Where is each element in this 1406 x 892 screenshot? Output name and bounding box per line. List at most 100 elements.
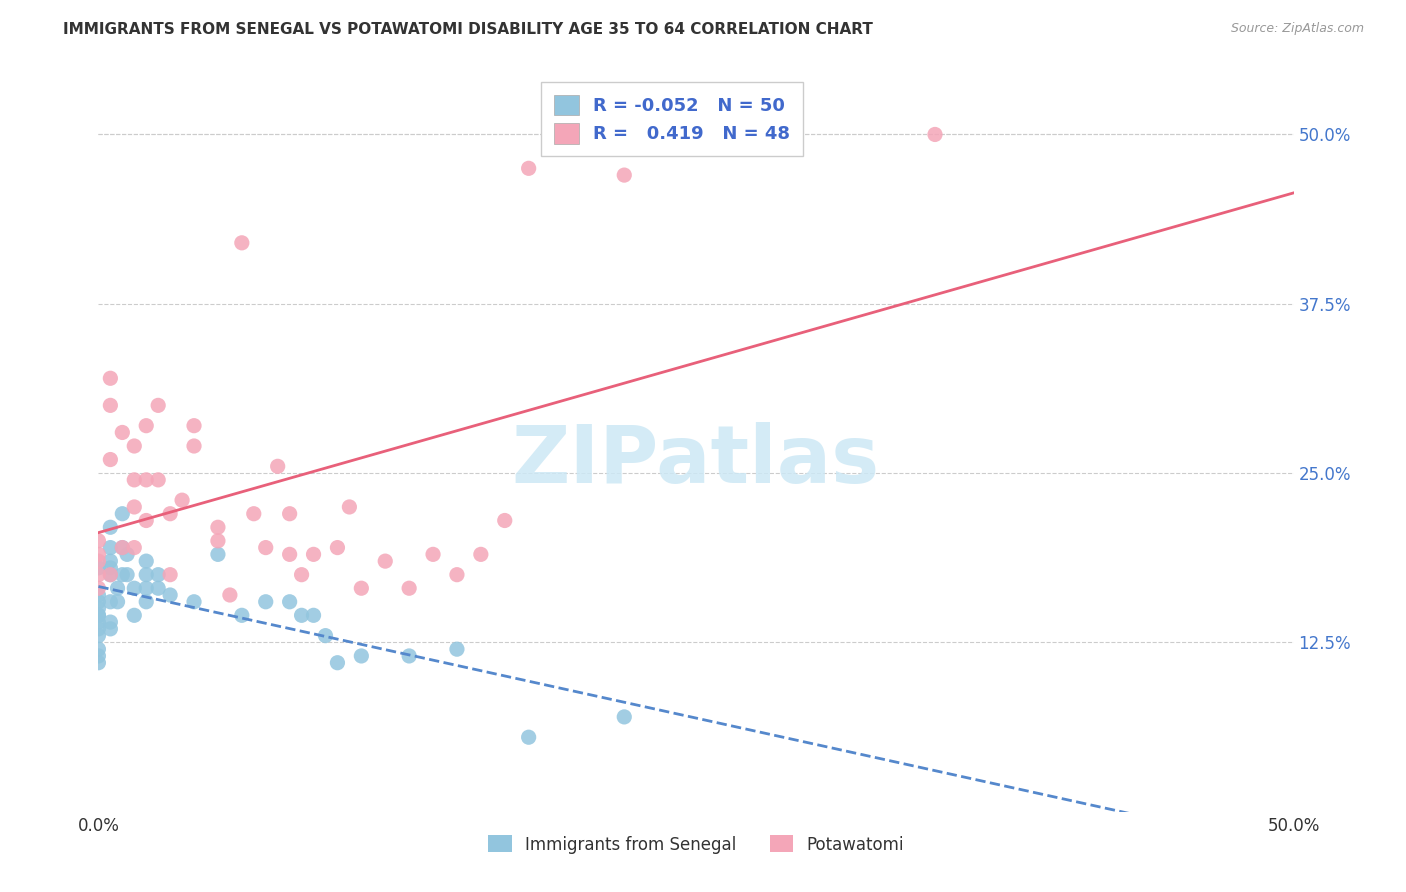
- Point: [517, 161, 540, 176]
- Point: [98, 622, 122, 636]
- Point: [87, 622, 110, 636]
- Point: [470, 547, 492, 561]
- Point: [326, 541, 349, 555]
- Point: [172, 493, 194, 508]
- Point: [98, 520, 122, 534]
- Point: [254, 595, 277, 609]
- Point: [98, 595, 122, 609]
- Point: [398, 581, 420, 595]
- Point: [135, 581, 157, 595]
- Point: [183, 439, 205, 453]
- Point: [135, 514, 157, 528]
- Point: [291, 567, 314, 582]
- Point: [135, 418, 157, 433]
- Point: [326, 656, 349, 670]
- Point: [115, 547, 138, 561]
- Point: [87, 581, 110, 595]
- Point: [87, 656, 110, 670]
- Point: [302, 608, 325, 623]
- Point: [124, 608, 146, 623]
- Point: [148, 567, 170, 582]
- Point: [87, 588, 110, 602]
- Point: [207, 533, 229, 548]
- Point: [159, 588, 181, 602]
- Point: [87, 608, 110, 623]
- Point: [446, 642, 468, 657]
- Point: [98, 452, 122, 467]
- Point: [278, 595, 301, 609]
- Point: [87, 554, 110, 568]
- Point: [98, 561, 122, 575]
- Point: [159, 567, 181, 582]
- Point: [124, 500, 146, 514]
- Point: [207, 520, 229, 534]
- Point: [267, 459, 290, 474]
- Point: [87, 533, 110, 548]
- Point: [87, 642, 110, 657]
- Point: [278, 507, 301, 521]
- Point: [111, 541, 134, 555]
- Point: [98, 567, 122, 582]
- Point: [398, 648, 420, 663]
- Point: [124, 439, 146, 453]
- Point: [135, 567, 157, 582]
- Point: [315, 629, 337, 643]
- Point: [124, 473, 146, 487]
- Point: [302, 547, 325, 561]
- Point: [613, 168, 636, 182]
- Legend: Immigrants from Senegal, Potawatomi: Immigrants from Senegal, Potawatomi: [479, 827, 912, 862]
- Point: [148, 581, 170, 595]
- Point: [148, 473, 170, 487]
- Point: [446, 567, 468, 582]
- Text: ZIPatlas: ZIPatlas: [512, 422, 880, 500]
- Point: [278, 547, 301, 561]
- Point: [135, 554, 157, 568]
- Point: [87, 567, 110, 582]
- Point: [107, 581, 129, 595]
- Point: [87, 561, 110, 575]
- Point: [124, 581, 146, 595]
- Point: [87, 608, 110, 623]
- Point: [350, 648, 373, 663]
- Point: [87, 615, 110, 629]
- Point: [87, 601, 110, 615]
- Point: [98, 541, 122, 555]
- Point: [231, 235, 253, 250]
- Point: [111, 541, 134, 555]
- Point: [135, 595, 157, 609]
- Point: [183, 418, 205, 433]
- Point: [207, 547, 229, 561]
- Point: [87, 595, 110, 609]
- Point: [494, 514, 516, 528]
- Point: [98, 567, 122, 582]
- Point: [98, 615, 122, 629]
- Point: [254, 541, 277, 555]
- Point: [231, 608, 253, 623]
- Point: [243, 507, 266, 521]
- Point: [98, 554, 122, 568]
- Point: [291, 608, 314, 623]
- Point: [148, 398, 170, 412]
- Point: [422, 547, 444, 561]
- Point: [87, 629, 110, 643]
- Point: [98, 371, 122, 385]
- Point: [350, 581, 373, 595]
- Point: [115, 567, 138, 582]
- Text: IMMIGRANTS FROM SENEGAL VS POTAWATOMI DISABILITY AGE 35 TO 64 CORRELATION CHART: IMMIGRANTS FROM SENEGAL VS POTAWATOMI DI…: [63, 22, 873, 37]
- Point: [111, 425, 134, 440]
- Point: [183, 595, 205, 609]
- Point: [219, 588, 242, 602]
- Point: [98, 398, 122, 412]
- Point: [107, 595, 129, 609]
- Point: [87, 547, 110, 561]
- Point: [374, 554, 396, 568]
- Point: [111, 507, 134, 521]
- Point: [613, 710, 636, 724]
- Point: [111, 567, 134, 582]
- Point: [124, 541, 146, 555]
- Point: [924, 128, 946, 142]
- Point: [517, 730, 540, 744]
- Point: [87, 648, 110, 663]
- Point: [135, 473, 157, 487]
- Point: [339, 500, 361, 514]
